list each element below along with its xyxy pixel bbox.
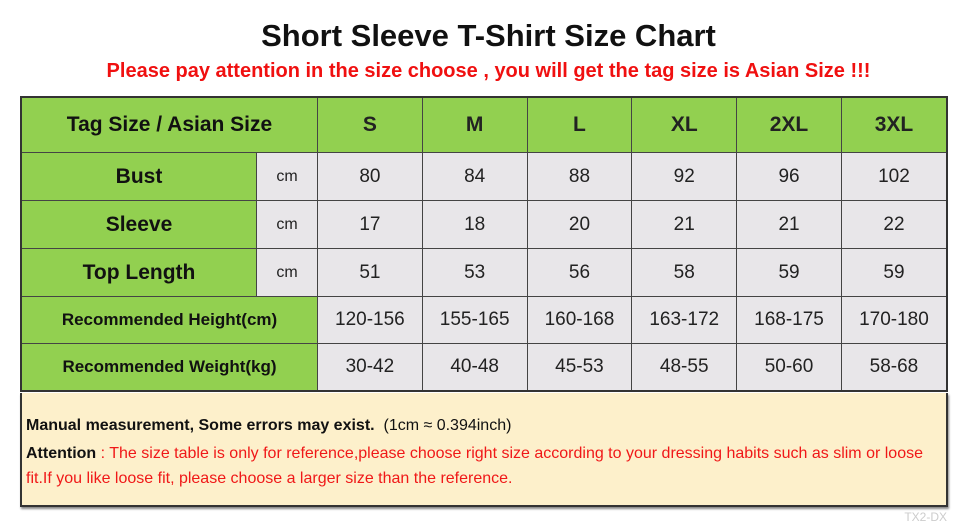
value-cell: 40-48 <box>421 343 528 392</box>
value-cell: 96 <box>736 152 842 201</box>
size-header: 3XL <box>840 96 948 153</box>
value-cell: 92 <box>631 152 738 201</box>
size-table: Tag Size / Asian Size S M L XL 2XL 3XL B… <box>20 96 948 392</box>
value-cell: 30-42 <box>317 343 423 392</box>
value-cell: 17 <box>317 200 423 249</box>
size-header: S <box>317 96 423 153</box>
table-row: Bust cm 80 84 88 92 96 102 <box>20 152 948 201</box>
value-cell: 56 <box>526 248 633 297</box>
note-bold: Manual measurement, Some errors may exis… <box>26 417 375 434</box>
note-line-1: Manual measurement, Some errors may exis… <box>26 417 511 435</box>
table-row: Sleeve cm 17 18 20 21 21 22 <box>20 200 948 249</box>
value-cell: 51 <box>317 248 423 297</box>
watermark: TX2-DX <box>904 510 947 524</box>
unit-cell: cm <box>256 248 318 297</box>
attention-text: : The size table is only for reference,p… <box>26 445 923 487</box>
value-cell: 58 <box>631 248 738 297</box>
value-cell: 102 <box>840 152 948 201</box>
row-label: Bust <box>20 152 257 201</box>
value-cell: 53 <box>421 248 528 297</box>
row-label: Recommended Weight(kg) <box>20 343 318 392</box>
value-cell: 80 <box>317 152 423 201</box>
row-label: Top Length <box>20 248 257 297</box>
value-cell: 21 <box>631 200 738 249</box>
size-header: XL <box>631 96 738 153</box>
table-row: Top Length cm 51 53 56 58 59 59 <box>20 248 948 297</box>
value-cell: 18 <box>421 200 528 249</box>
table-row: Recommended Height(cm) 120-156 155-165 160-… <box>20 296 948 344</box>
value-cell: 22 <box>840 200 948 249</box>
size-header: 2XL <box>736 96 842 153</box>
value-cell: 58-68 <box>840 343 948 392</box>
value-cell: 20 <box>526 200 633 249</box>
value-cell: 88 <box>526 152 633 201</box>
note-conversion: (1cm ≈ 0.394inch) <box>383 417 512 434</box>
attention-label: Attention <box>26 445 97 462</box>
value-cell: 170-180 <box>840 296 948 344</box>
value-cell: 160-168 <box>526 296 633 344</box>
value-cell: 163-172 <box>631 296 738 344</box>
header-label: Tag Size / Asian Size <box>20 96 318 153</box>
size-header: M <box>421 96 528 153</box>
value-cell: 50-60 <box>736 343 842 392</box>
value-cell: 45-53 <box>526 343 633 392</box>
note-attention: Attention : The size table is only for r… <box>26 441 946 491</box>
unit-cell: cm <box>256 200 318 249</box>
unit-cell: cm <box>256 152 318 201</box>
value-cell: 84 <box>421 152 528 201</box>
size-header: L <box>526 96 633 153</box>
value-cell: 155-165 <box>421 296 528 344</box>
value-cell: 48-55 <box>631 343 738 392</box>
value-cell: 59 <box>736 248 842 297</box>
measurement-note: Manual measurement, Some errors may exis… <box>20 393 948 507</box>
value-cell: 120-156 <box>317 296 423 344</box>
value-cell: 59 <box>840 248 948 297</box>
value-cell: 168-175 <box>736 296 842 344</box>
header-row: Tag Size / Asian Size S M L XL 2XL 3XL <box>20 96 948 153</box>
value-cell: 21 <box>736 200 842 249</box>
row-label: Recommended Height(cm) <box>20 296 318 344</box>
row-label: Sleeve <box>20 200 257 249</box>
page-title: Short Sleeve T-Shirt Size Chart <box>261 18 716 53</box>
size-warning: Please pay attention in the size choose … <box>106 60 871 82</box>
table-row: Recommended Weight(kg) 30-42 40-48 45-53 48-… <box>20 343 948 392</box>
